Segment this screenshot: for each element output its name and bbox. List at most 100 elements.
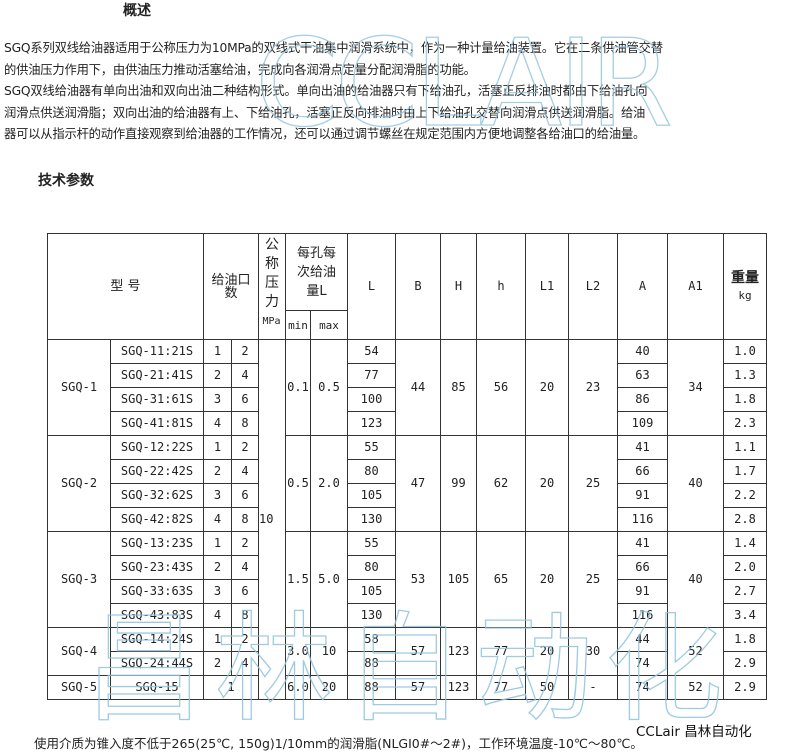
header-H: H [440,233,477,340]
A-cell: 116 [617,507,668,532]
ports-cell: 4 [203,507,232,532]
brand-label: CCLair 昌林自动化 [636,724,752,740]
dose-min-cell: 6.0 [285,675,311,700]
L-cell: 80 [347,459,396,484]
header-model: 型 号 [47,233,204,340]
dose-min-cell: 0.5 [285,435,311,532]
L2-cell: 23 [568,339,618,436]
A-cell: 109 [617,411,668,436]
L-cell: 100 [347,387,396,412]
ports-cell: 3 [203,579,232,604]
model-cell: SGQ-33:63S [110,579,204,604]
A-cell: 86 [617,387,668,412]
ports-cell: 2 [231,627,259,652]
ports-cell: 1 [203,675,259,700]
ports-cell: 6 [231,387,259,412]
ports-cell: 4 [203,603,232,628]
overview-heading: 概述 [123,3,151,19]
table-row: SGQ-43:83S 4 8 130 116 3.4 [48,603,767,628]
model-cell: SGQ-32:62S [110,483,204,508]
A1-cell: 52 [667,627,724,676]
paragraph-line: 润滑点供送润滑脂；双向出油的给油器有上、下给油孔，活塞正反向排油时由上下给油孔交… [4,105,646,120]
L-cell: 80 [347,555,396,580]
table-row: SGQ-1 SGQ-11:21S 1 2 10 0.1 0.5 54 44 85 56 20 23 40 3… [47,339,767,700]
dose-max-cell: 5.0 [310,531,348,628]
model-cell: SGQ-21:41S [110,363,204,388]
ports-cell: 4 [231,459,259,484]
A-cell: 40 [617,339,668,364]
h-cell: 77 [476,627,526,676]
table-row: SGQ-31:61S 3 6 100 86 1.8 [48,387,767,412]
model-cell: SGQ-41:81S [110,411,204,436]
ports-cell: 2 [203,459,232,484]
dose-max-cell: 20 [310,675,348,700]
H-cell: 123 [440,627,477,676]
series-name: SGQ-4 [47,627,111,676]
L1-cell: 20 [525,627,569,676]
model-cell: SGQ-14:24S [110,627,204,652]
B-cell: 57 [395,675,441,700]
L-cell: 88 [347,651,396,676]
h-cell: 65 [476,531,526,628]
L-cell: 77 [347,363,396,388]
L-cell: 130 [347,603,396,628]
L-cell: 123 [347,411,396,436]
params-heading: 技术参数 [38,173,94,189]
A1-cell: 40 [667,435,724,532]
table-row: SGQ-3 SGQ-13:23S 1 2 1.5 5.0 55 53 105 65 20 25 41 40… [47,531,767,628]
L2-cell: 25 [568,531,618,628]
L-cell: 130 [347,507,396,532]
header-h: h [476,233,526,340]
weight-cell: 1.0 [723,339,767,364]
dose-min-cell: 1.5 [285,531,311,628]
model-cell: SGQ-43:83S [110,603,204,628]
header-dose: 每孔每次给油量L [285,233,348,311]
model-cell: SGQ-31:61S [110,387,204,412]
header-weight: 重量 kg [723,233,767,340]
dose-min-cell: 0.1 [285,339,311,436]
ports-cell: 8 [231,507,259,532]
weight-cell: 2.8 [723,507,767,532]
A1-cell: 40 [667,531,724,628]
weight-cell: 3.4 [723,603,767,628]
table-row: SGQ-2 SGQ-12:22S 1 2 0.5 2.0 55 47 99 62 20 25 41 40 1… [47,435,767,532]
L-cell: 55 [347,435,396,460]
H-cell: 105 [440,531,477,628]
usage-note: 使用介质为锥入度不低于265(25℃, 150g)1/10mm的润滑脂(NLGI… [34,736,643,751]
ports-cell: 8 [231,603,259,628]
header-min: min [285,310,311,340]
paragraph-line: 器可以从指示杆的动作直接观察到给油器的工作情况，还可以通过调节螺丝在规定范围内方… [4,127,646,141]
h-cell: 77 [476,675,526,700]
paragraph-line: 的供油压力作用下，由供油压力推动活塞给油，完成向各润滑点定量分配润滑脂的功能。 [4,62,476,77]
L-cell: 54 [347,339,396,364]
ports-cell: 2 [203,363,232,388]
A-cell: 66 [617,555,668,580]
weight-cell: 2.9 [723,651,767,676]
header-ports-label: 给油口数 [211,272,251,301]
model-cell: SGQ-22:42S [110,459,204,484]
A-cell: 44 [617,627,668,652]
header-pressure: 公称压力 MPa [258,233,286,340]
header-B: B [395,233,441,340]
h-cell: 62 [476,435,526,532]
model-cell: SGQ-23:43S [110,555,204,580]
A-cell: 91 [617,579,668,604]
ports-cell: 4 [231,651,259,676]
ports-cell: 2 [203,555,232,580]
paragraph-line: SGQ双线给油器有单向出油和双向出油二种结构形式。单向出油的给油器只有下给油孔，… [4,84,648,98]
series-name: SGQ-5 [47,675,111,700]
header-ports: 给油口数 [203,233,259,340]
L-cell: 105 [347,483,396,508]
ports-cell: 6 [231,579,259,604]
dose-max-cell: 10 [310,627,348,676]
L1-cell: 20 [525,339,569,436]
B-cell: 57 [395,627,441,676]
header-A1: A1 [667,233,724,340]
weight-cell: 1.8 [723,627,767,652]
header-pressure-label: 公称压力 [265,237,279,310]
B-cell: 47 [395,435,441,532]
L-cell: 88 [347,675,396,700]
weight-cell: 1.1 [723,435,767,460]
ports-cell: 1 [203,339,232,364]
table-row: SGQ-42:82S 4 8 130 116 2.8 [48,507,767,532]
